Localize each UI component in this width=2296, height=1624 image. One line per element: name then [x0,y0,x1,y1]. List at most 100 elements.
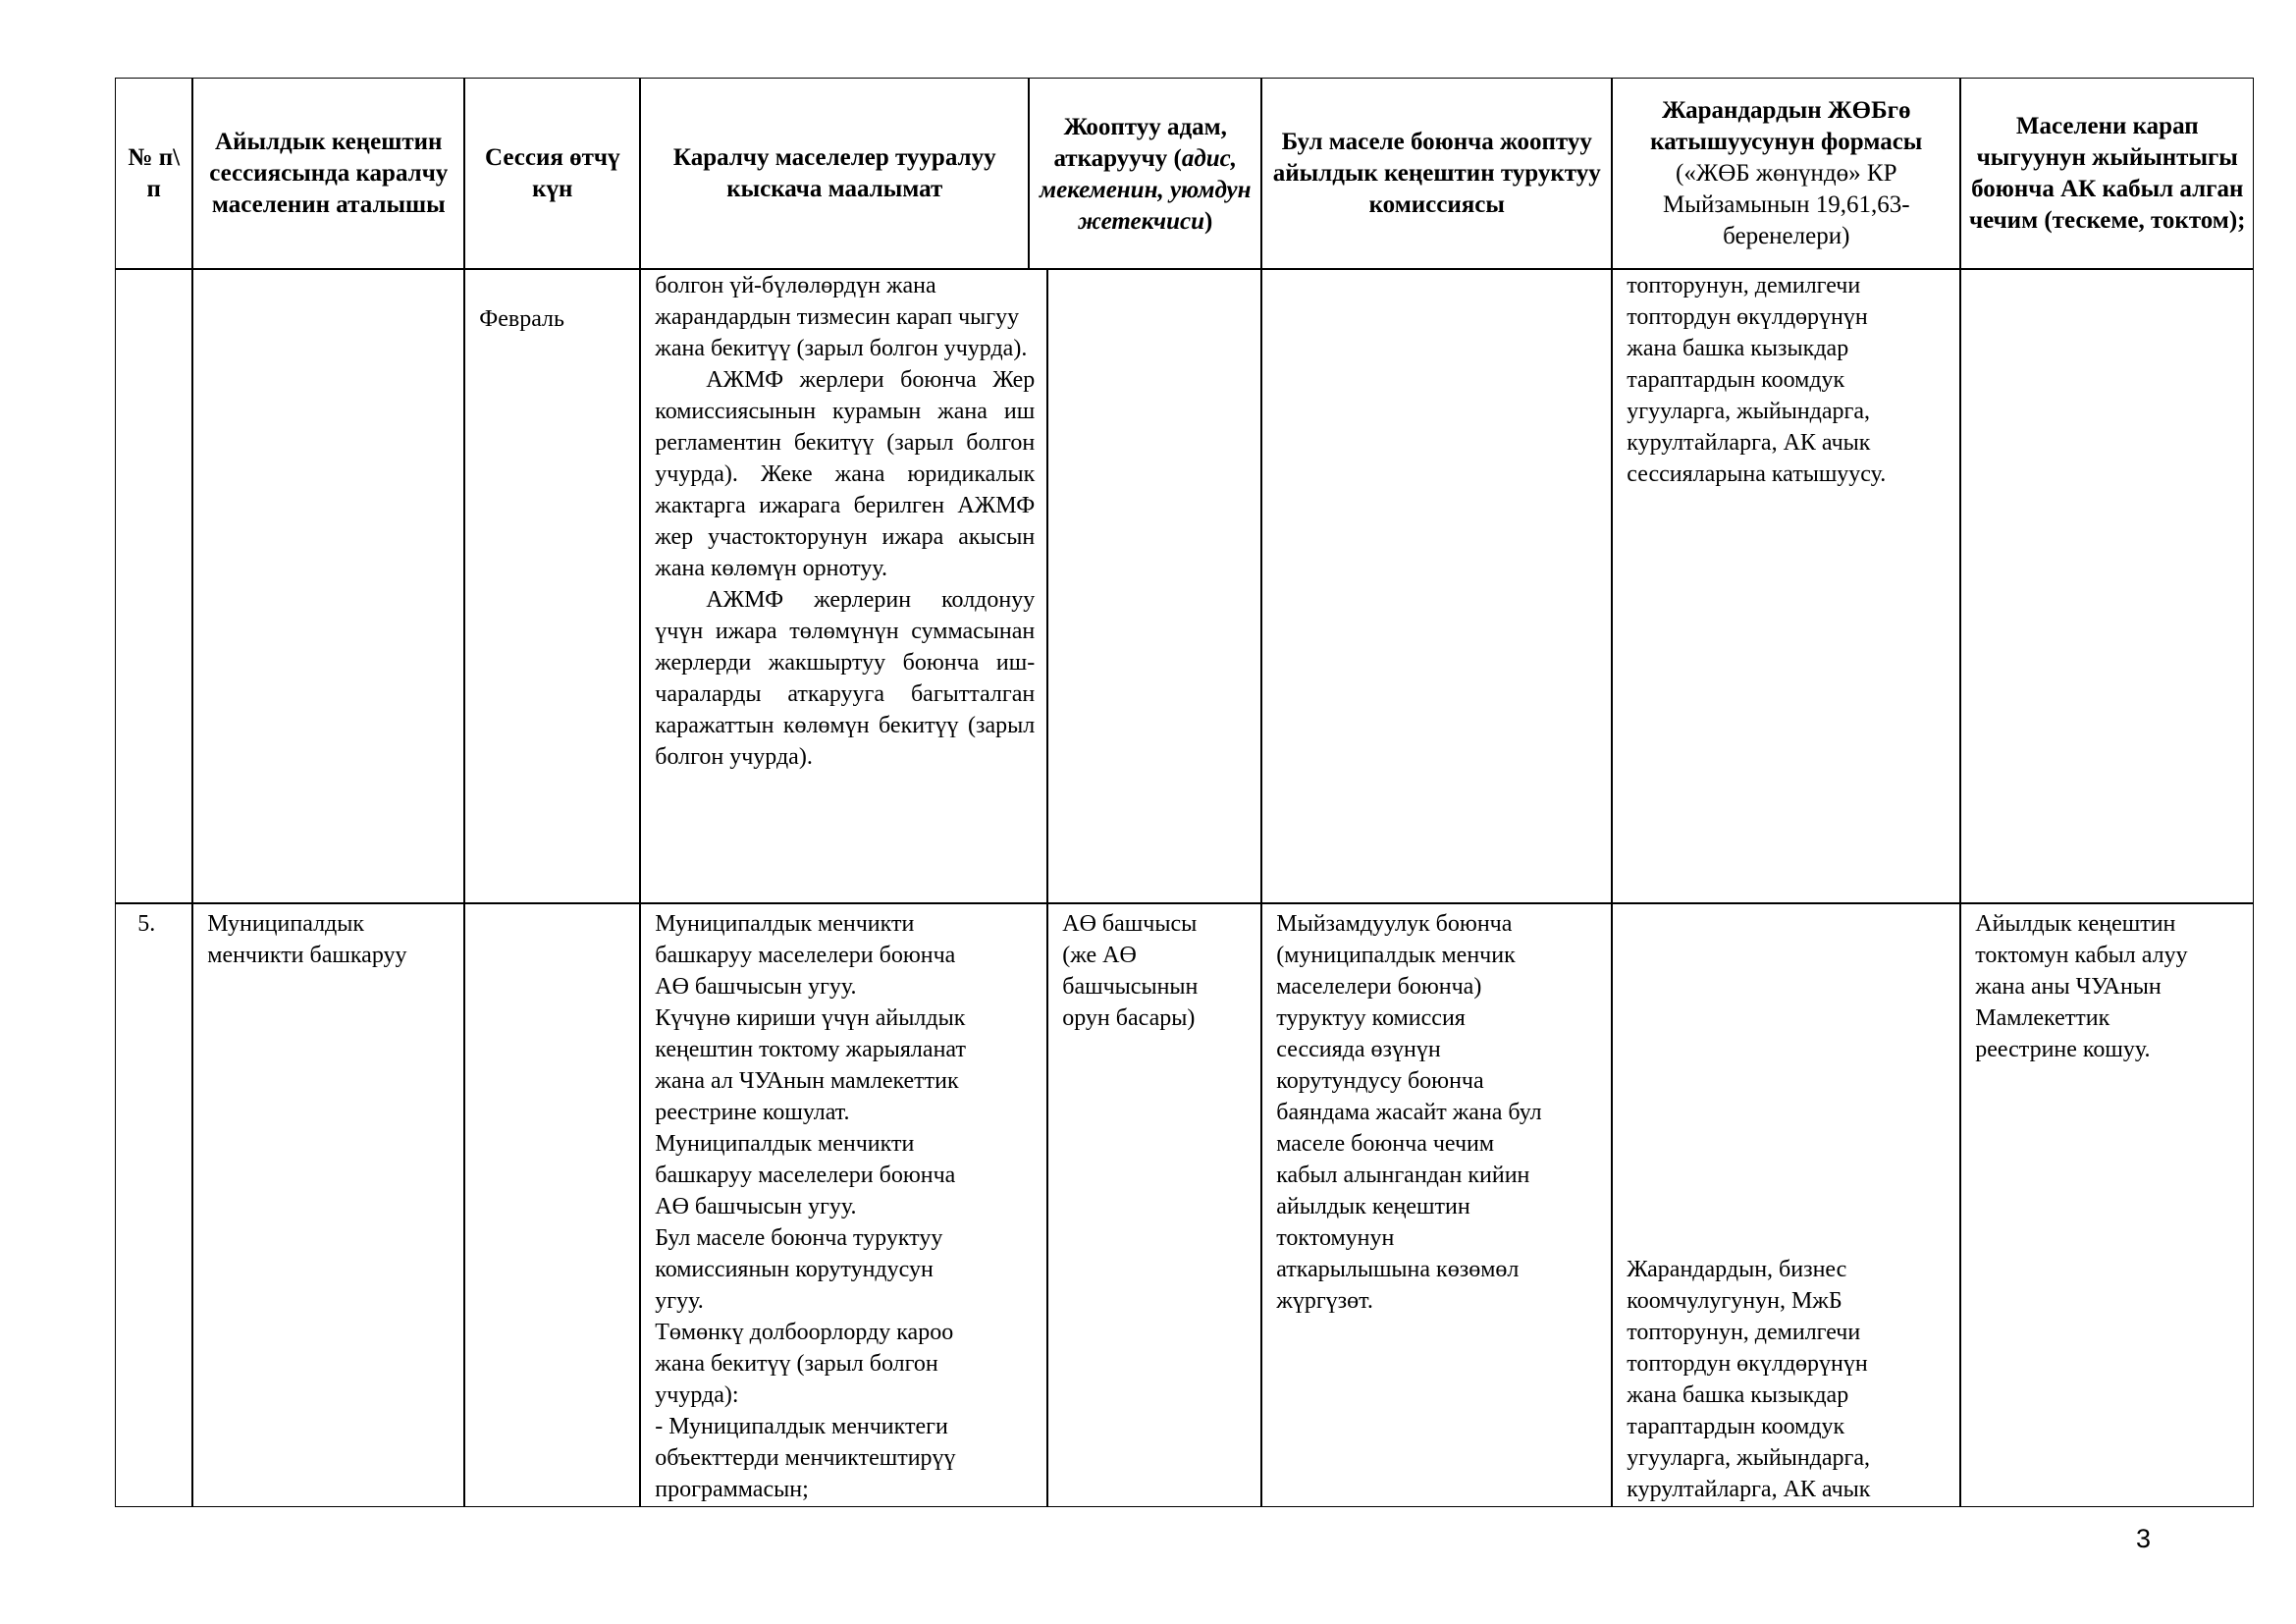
text-line: жүргүзөт. [1276,1288,1373,1315]
text-line: - Муниципалдык менчиктеги [655,1414,948,1440]
text-line: Төмөнкү долбоорлорду кароо [655,1320,954,1346]
row1-decision [1960,269,2255,904]
summary-paragraph: АЖМФ жерлерин колдонуу үчүн ижара төлөмү… [655,587,1036,771]
text-line: сессияда өзүнүн [1276,1037,1441,1063]
text-line: жана башка кызыкдар [1627,336,1849,362]
text-line: айылдык кеңештин [1276,1194,1470,1220]
text-line: АӨ башчысы [1062,911,1198,938]
header-participation-text: Жарандардын ЖӨБгө катышуусунун формасы (… [1619,95,1953,252]
text-line: Мамлекеттик [1975,1005,2110,1032]
header-decision-text: Маселени карап чыгуунун жыйынтыгы боюнча… [1969,112,2246,234]
header-summary: Каралчу маселелер тууралуу кыскача маалы… [640,78,1030,270]
summary-paragraph: АЖМФ жерлери боюнча Жер комиссиясынын ку… [655,367,1036,582]
header-participation: Жарандардын ЖӨБгө катышуусунун формасы (… [1612,78,1961,270]
text-line: угуу. [655,1288,704,1315]
text-line: АӨ башчысын угуу. [655,974,857,1001]
summary-paragraph: болгон үй-бүлөлөрдүн жана жарандардын ти… [655,273,1028,362]
header-responsible-c: ) [1204,207,1213,235]
row1-commission [1261,269,1613,904]
header-session-date-text: Сессия өтчү күн [484,143,620,202]
text-line: токтомунун [1276,1225,1395,1252]
text-line: тараптардын коомдук [1627,367,1845,394]
text-line: реестрине кошулат. [655,1100,850,1126]
text-line: коомчулугунун, МжБ [1627,1288,1842,1315]
text-line: Муниципалдык менчикти [655,1131,915,1158]
text-line: корутундусу боюнча [1276,1068,1484,1095]
row1-issue-name [192,269,465,904]
text-line: башкаруу маселелери боюнча [655,943,956,969]
row1-participation: топторунун, демилгечи топтордун өкүлдөрүн… [1612,269,1961,904]
header-summary-text: Каралчу маселелер тууралуу кыскача маалы… [672,143,996,202]
header-decision: Маселени карап чыгуунун жыйынтыгы боюнча… [1960,78,2255,270]
text-line: (муниципалдык менчик [1276,943,1516,969]
header-participation-normal: («ЖӨБ жөнүндө» КР Мыйзамынын 19,61,63-бе… [1662,159,1910,249]
text-line: курултайларга, АК ачык [1627,1477,1871,1503]
text-line: учурда): [655,1382,739,1409]
text-line: жана аны ЧУАнын [1975,974,2162,1001]
header-commission: Бул маселе боюнча жооптуу айылдык кеңешт… [1261,78,1613,270]
row1-number [115,269,193,904]
text-line: Мыйзамдуулук боюнча [1276,911,1513,938]
text-line: тараптардын коомдук [1627,1414,1845,1440]
text-line: (же АӨ [1062,943,1137,969]
row2-commission: Мыйзамдуулук боюнча (муниципалдык менчик м… [1261,903,1613,1508]
header-issue-name-text: Айылдык кеңештин сессиясында каралчу мас… [209,128,449,218]
text-line: баяндама жасайт жана бул [1276,1100,1542,1126]
text-line: жана бекитүү (зарыл болгон [655,1351,938,1378]
text-line: туруктуу комиссия [1276,1005,1466,1032]
text-line: орун басары) [1062,1005,1196,1032]
text-line: башчысынын [1062,974,1199,1001]
row2-issue-name: Муниципалдык менчикти башкаруу [192,903,465,1508]
text-line: сессияларына катышуусу. [1627,461,1887,488]
header-participation-bold: Жарандардын ЖӨБгө катышуусунун формасы [1650,96,1923,155]
text-line: маселелери боюнча) [1276,974,1482,1001]
text-line: маселе боюнча чечим [1276,1131,1495,1158]
row2-number-text: 5. [137,911,156,938]
row1-session-date: Февраль [464,269,641,904]
page-number: 3 [2136,1524,2152,1553]
text-line: Жарандардын, бизнес [1627,1257,1847,1283]
text-line: башкаруу маселелери боюнча [655,1163,956,1189]
text-line: программасын; [655,1477,809,1503]
text-line: кабыл алынгандан кийин [1276,1163,1530,1189]
text-line: угууларга, жыйындарга, [1627,399,1871,425]
text-line: комиссиянын корутундусун [655,1257,934,1283]
header-responsible-b: адис, мекеменин, уюмдун жетекчиси [1039,144,1252,235]
text-line: токтомун кабыл алуу [1975,943,2188,969]
text-line: жана ал ЧУАнын мамлекеттик [655,1068,959,1095]
text-line: аткарылышына көзөмөл [1276,1257,1520,1283]
row2-session-date [464,903,641,1508]
row2-number: 5. [115,903,193,1508]
header-session-date: Сессия өтчү күн [464,78,641,270]
text-line: кеңештин токтому жарыяланат [655,1037,966,1063]
row1-responsible [1047,269,1262,904]
text-line: менчикти башкаруу [207,943,407,969]
header-commission-text: Бул маселе боюнча жооптуу айылдык кеңешт… [1272,128,1601,218]
text-line: угууларга, жыйындарга, [1627,1445,1871,1472]
text-line: топтордун өкүлдөрүнүн [1627,304,1868,331]
text-line: Бул маселе боюнча туруктуу [655,1225,943,1252]
header-responsible-a: Жооптуу адам, аткаруучу ( [1053,113,1227,172]
text-line: Айылдык кеңештин [1975,911,2176,938]
text-line: жана башка кызыкдар [1627,1382,1849,1409]
text-line: АӨ башчысын угуу. [655,1194,857,1220]
header-number: № п\ п [115,78,193,270]
text-line: Муниципалдык [207,911,365,938]
text-line: курултайларга, АК ачык [1627,430,1871,457]
header-number-text: № п\ п [128,143,181,202]
row2-responsible: АӨ башчысы (же АӨ башчысынын орун басары) [1047,903,1262,1508]
row2-decision: Айылдык кеңештин токтомун кабыл алуу жана … [1960,903,2255,1508]
header-issue-name: Айылдык кеңештин сессиясында каралчу мас… [192,78,465,270]
text-line: топторунун, демилгечи [1627,273,1861,299]
row2-summary: Муниципалдык менчикти башкаруу маселелери… [640,903,1048,1508]
text-line: топтордун өкүлдөрүнүн [1627,1351,1868,1378]
text-line: топторунун, демилгечи [1627,1320,1861,1346]
row2-participation: Жарандардын, бизнес коомчулугунун, МжБ топ… [1612,903,1961,1508]
text-line: Күчүнө кириши үчүн айылдык [655,1005,966,1032]
row1-session-date-text: Февраль [479,306,564,333]
text-line: реестрине кошуу. [1975,1037,2151,1063]
header-responsible: Жооптуу адам, аткаруучу (адис, мекеменин… [1029,78,1262,270]
row1-summary: болгон үй-бүлөлөрдүн жана жарандардын ти… [640,269,1048,904]
header-responsible-text: Жооптуу адам, аткаруучу (адис, мекеменин… [1036,112,1255,238]
text-line: Муниципалдык менчикти [655,911,915,938]
